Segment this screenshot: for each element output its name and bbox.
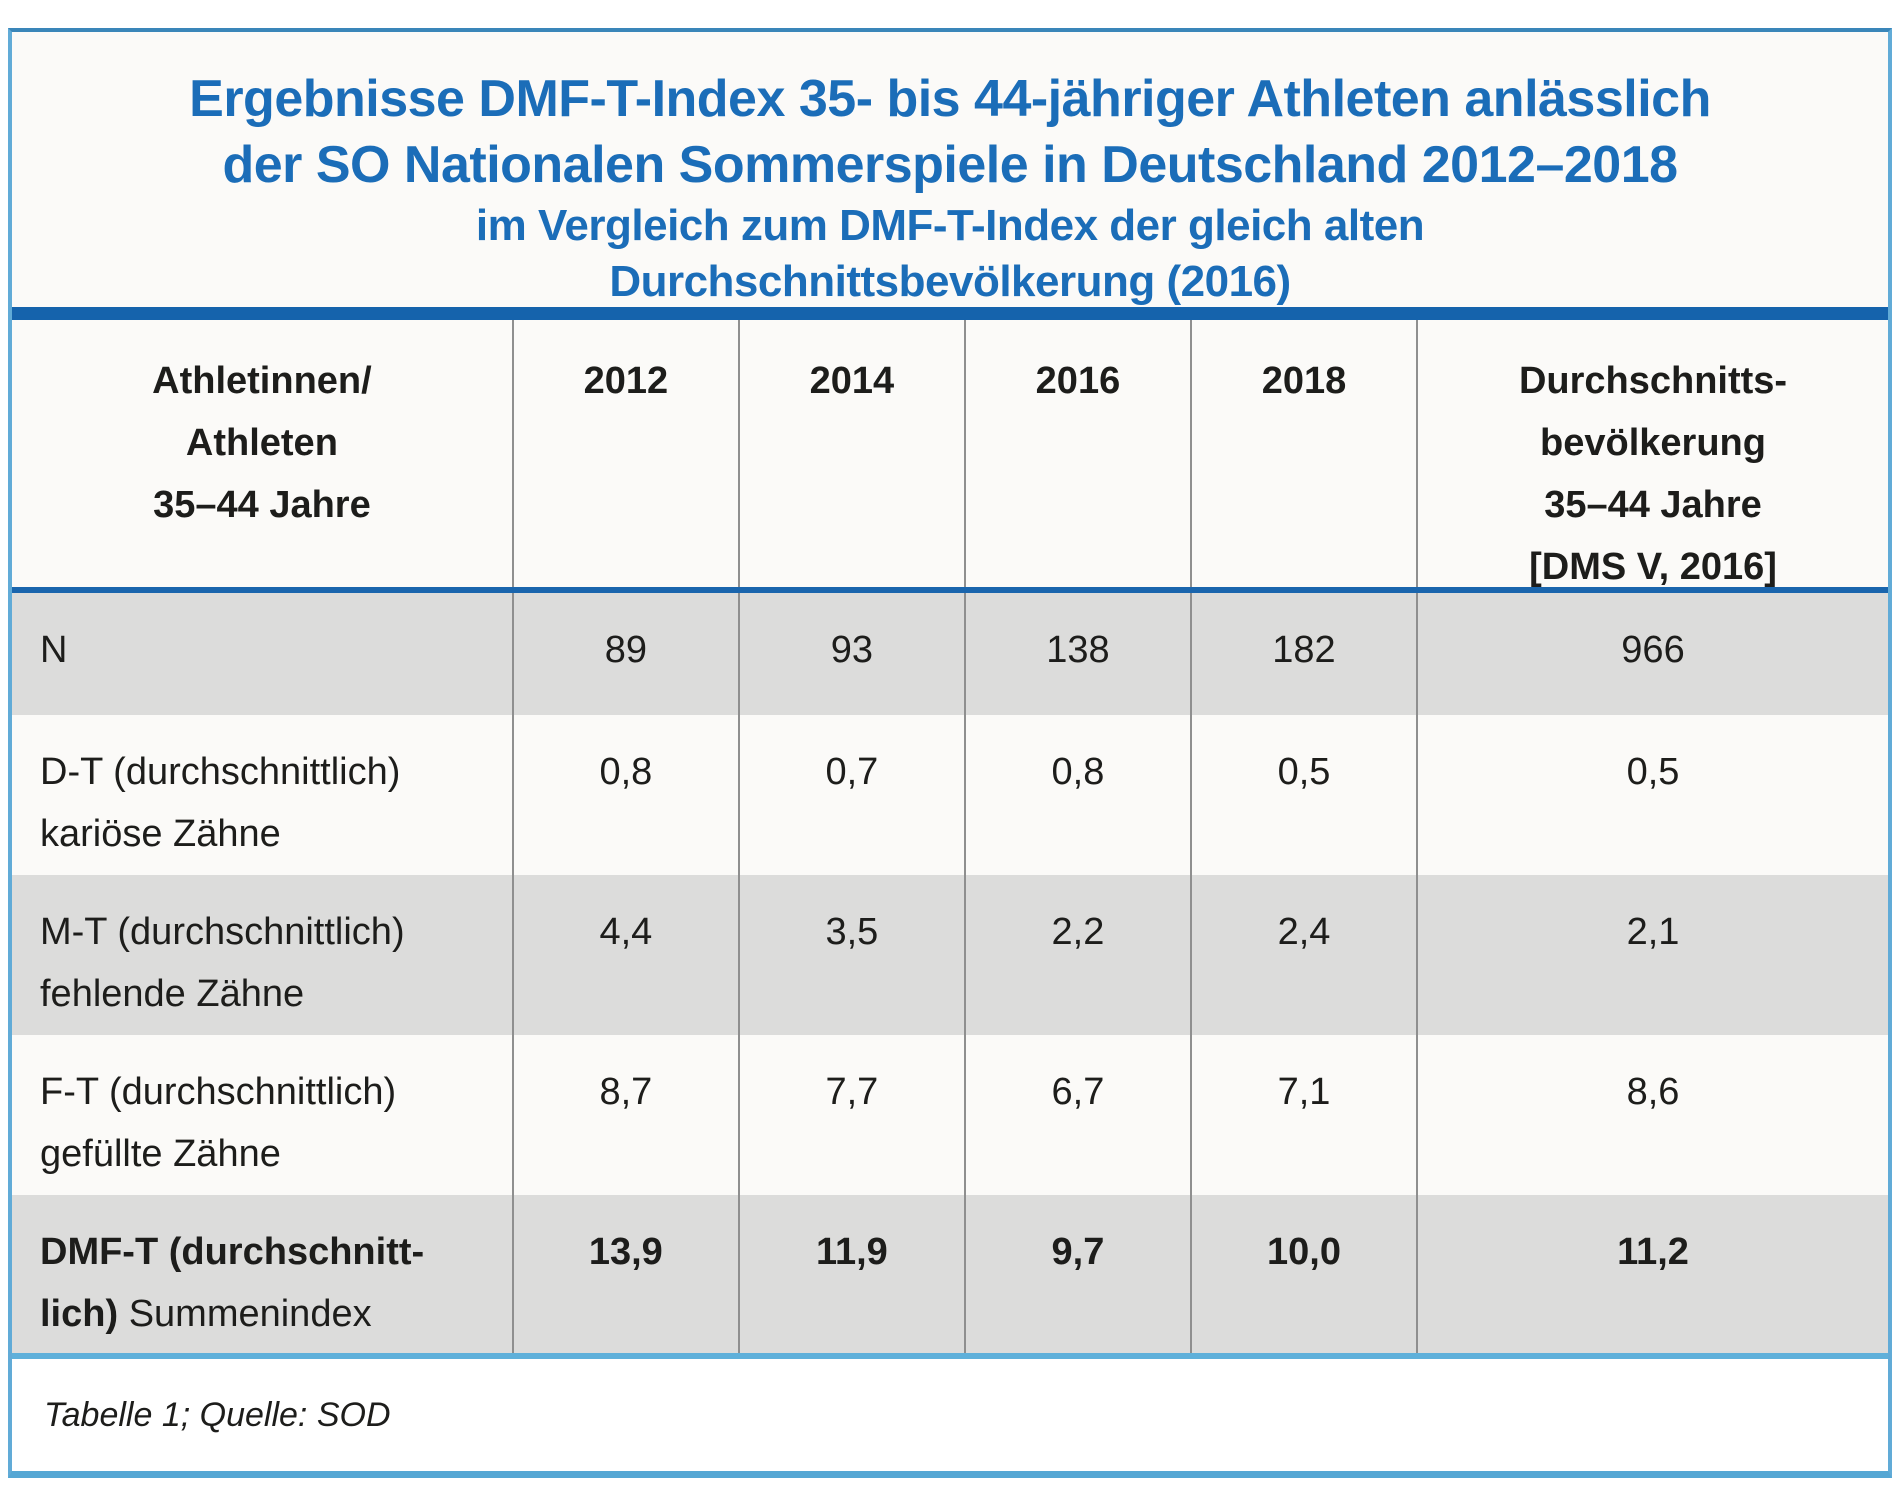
- value-n-2018: 182: [1192, 593, 1419, 715]
- row-label-ft: F-T (durchschnittlich) gefüllte Zähne: [12, 1035, 514, 1195]
- table-row-mt: M-T (durchschnittlich) fehlende Zähne 4,…: [12, 875, 1888, 1035]
- row-label-main: DMF-T (durchschnitt-: [40, 1221, 492, 1283]
- row-label-sub: gefüllte Zähne: [40, 1133, 281, 1175]
- value-dmft-population: 11,2: [1617, 1231, 1689, 1273]
- row-label-n: N: [12, 593, 514, 715]
- subtitle-line-2: Durchschnittsbevölkerung (2016): [609, 257, 1291, 306]
- header-cell-population: Durchschnitts- bevölkerung 35–44 Jahre […: [1418, 320, 1888, 588]
- value-n-2014: 93: [740, 593, 966, 715]
- header-athletes-line-3: 35–44 Jahre: [153, 484, 371, 526]
- value-dmft-2016: 9,7: [966, 1195, 1192, 1353]
- table-caption-area: Tabelle 1; Quelle: SOD: [12, 1359, 1888, 1471]
- footer-separator-rule: [12, 1353, 1888, 1359]
- value-dt-2016: 0,8: [966, 715, 1192, 875]
- header-population-line-3: 35–44 Jahre: [1544, 484, 1762, 526]
- value-mt-population: 2,1: [1626, 911, 1680, 953]
- table-row-dmft: DMF-T (durchschnitt- lich) Summenindex 1…: [12, 1195, 1888, 1353]
- value-mt-2014: 3,5: [740, 875, 966, 1035]
- row-label-bold-part: DMF-T (durchschnitt-: [40, 1231, 425, 1273]
- value-dmft-2014: 11,9: [740, 1195, 966, 1353]
- figure-title-block: Ergebnisse DMF-T-Index 35- bis 44-jährig…: [12, 32, 1888, 307]
- value-mt-2018: 2,4: [1192, 875, 1419, 1035]
- row-label-sub: fehlende Zähne: [40, 973, 305, 1015]
- row-label-sub: lich) Summenindex: [40, 1283, 492, 1345]
- header-athletes-line-2: Athleten: [185, 422, 338, 464]
- row-label-main: M-T (durchschnittlich): [40, 911, 405, 953]
- header-cell-athletes: Athletinnen/ Athleten 35–44 Jahre: [12, 320, 514, 587]
- title-line-2: der SO Nationalen Sommerspiele in Deutsc…: [222, 136, 1678, 194]
- subtitle-line-1: im Vergleich zum DMF-T-Index der gleich …: [475, 201, 1425, 250]
- header-population-line-4: [DMS V, 2016]: [1529, 546, 1777, 588]
- value-dmft-2018: 10,0: [1192, 1195, 1419, 1353]
- row-label-regular-part: Summenindex: [128, 1293, 372, 1335]
- table-row-ft: F-T (durchschnittlich) gefüllte Zähne 8,…: [12, 1035, 1888, 1195]
- header-cell-2016: 2016: [966, 320, 1192, 587]
- header-bottom-rule: [12, 587, 1888, 593]
- table-figure: Ergebnisse DMF-T-Index 35- bis 44-jährig…: [8, 28, 1892, 1478]
- header-cell-2012: 2012: [514, 320, 740, 587]
- value-dt-2018: 0,5: [1192, 715, 1419, 875]
- value-ft-2016: 6,7: [966, 1035, 1192, 1195]
- value-ft-2018: 7,1: [1192, 1035, 1419, 1195]
- title-line-1: Ergebnisse DMF-T-Index 35- bis 44-jährig…: [189, 70, 1711, 128]
- row-label-main: N: [40, 629, 68, 671]
- row-label-dt: D-T (durchschnittlich) kariöse Zähne: [12, 715, 514, 875]
- value-n-2016: 138: [966, 593, 1192, 715]
- value-dt-population: 0,5: [1626, 751, 1680, 793]
- table-row-n: N 89 93 138 182 966: [12, 593, 1888, 715]
- row-label-bold-part: lich): [40, 1293, 119, 1335]
- value-n-2012: 89: [514, 593, 740, 715]
- row-label-main: F-T (durchschnittlich): [40, 1071, 397, 1113]
- title-separator-bar: [12, 307, 1888, 320]
- value-ft-2012: 8,7: [514, 1035, 740, 1195]
- figure-subtitle: im Vergleich zum DMF-T-Index der gleich …: [22, 198, 1878, 310]
- value-n-population: 966: [1621, 629, 1685, 671]
- figure-title: Ergebnisse DMF-T-Index 35- bis 44-jährig…: [22, 66, 1878, 198]
- value-dt-2014: 0,7: [740, 715, 966, 875]
- header-cell-2018: 2018: [1192, 320, 1419, 587]
- value-dt-2012: 0,8: [514, 715, 740, 875]
- value-ft-population: 8,6: [1626, 1071, 1680, 1113]
- table-caption: Tabelle 1; Quelle: SOD: [44, 1395, 391, 1434]
- table-header-row: Athletinnen/ Athleten 35–44 Jahre 2012 2…: [12, 320, 1888, 588]
- row-label-main: D-T (durchschnittlich): [40, 751, 401, 793]
- header-cell-2014: 2014: [740, 320, 966, 587]
- header-population-line-1: Durchschnitts-: [1518, 360, 1788, 402]
- row-label-dmft: DMF-T (durchschnitt- lich) Summenindex: [12, 1195, 514, 1353]
- header-population-line-2: bevölkerung: [1540, 422, 1766, 464]
- value-mt-2016: 2,2: [966, 875, 1192, 1035]
- row-label-sub: kariöse Zähne: [40, 813, 281, 855]
- value-dmft-2012: 13,9: [514, 1195, 740, 1353]
- value-mt-2012: 4,4: [514, 875, 740, 1035]
- value-ft-2014: 7,7: [740, 1035, 966, 1195]
- table-row-dt: D-T (durchschnittlich) kariöse Zähne 0,8…: [12, 715, 1888, 875]
- row-label-mt: M-T (durchschnittlich) fehlende Zähne: [12, 875, 514, 1035]
- header-athletes-line-1: Athletinnen/: [152, 360, 372, 402]
